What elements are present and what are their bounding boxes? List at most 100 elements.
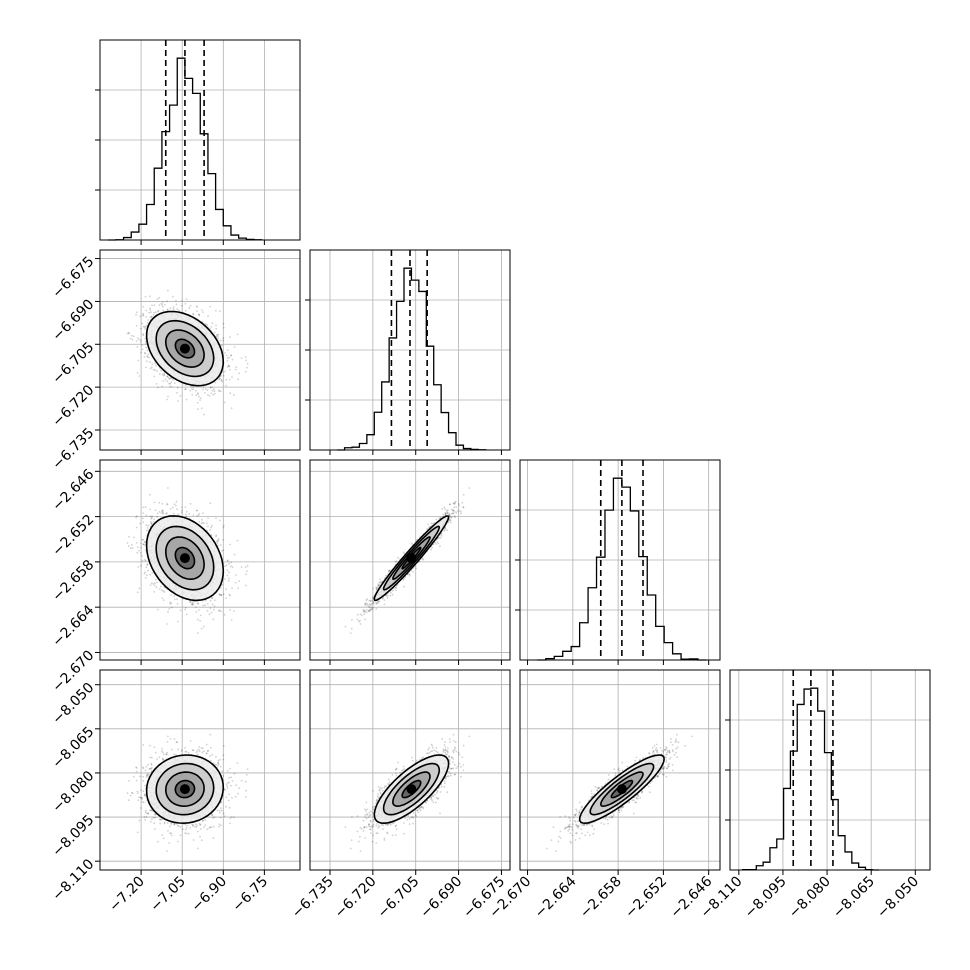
sample-point-2-0-820	[195, 611, 198, 613]
sample-point-2-0-284	[209, 607, 212, 610]
sample-point-2-0-3160	[150, 521, 152, 523]
sample-point-2-0-2242	[165, 512, 168, 514]
sample-point-2-0-2932	[229, 543, 232, 546]
sample-point-1-0-3044	[210, 326, 213, 328]
sample-point-2-1-174	[372, 587, 374, 590]
sample-point-1-0-770	[216, 335, 219, 338]
sample-point-1-0-1706	[138, 375, 141, 377]
sample-point-2-0-1888	[184, 513, 187, 516]
sample-point-2-0-3954	[233, 610, 235, 612]
sample-point-2-0-1432	[213, 599, 216, 602]
sample-point-2-0-3508	[217, 538, 220, 540]
sample-point-2-0-1178	[227, 579, 230, 582]
sample-point-1-0-1916	[143, 326, 146, 329]
sample-point-1-0-906	[163, 374, 166, 376]
sample-point-1-0-2570	[236, 333, 239, 336]
sample-point-1-0-3982	[216, 334, 219, 337]
sample-point-2-0-2000	[149, 584, 152, 586]
sample-point-1-0-3100	[245, 370, 247, 373]
sample-point-2-0-2748	[213, 608, 215, 611]
sample-point-1-0-1566	[201, 309, 203, 311]
sample-point-1-0-1846	[135, 340, 138, 342]
sample-point-1-0-3558	[175, 299, 177, 302]
sample-point-1-0-2278	[176, 392, 178, 394]
sample-point-1-0-1958	[240, 357, 243, 359]
sample-point-2-0-1908	[184, 606, 187, 609]
sample-point-2-0-750	[228, 562, 231, 565]
sample-point-2-0-2624	[221, 550, 224, 552]
sample-point-1-0-3328	[152, 368, 155, 371]
sample-point-1-0-1544	[180, 304, 183, 307]
sample-point-2-0-1104	[202, 604, 205, 607]
sample-point-1-0-1590	[166, 375, 169, 377]
sample-point-1-0-2182	[144, 340, 147, 343]
sample-point-1-0-1778	[160, 369, 162, 372]
sample-point-1-0-3602	[142, 334, 145, 337]
sample-point-2-0-3106	[245, 573, 248, 576]
sample-point-2-0-1566	[201, 518, 203, 521]
sample-point-2-0-3982	[216, 542, 219, 544]
sample-point-1-0-3954	[233, 394, 235, 396]
sample-point-1-0-448	[226, 357, 229, 359]
sample-point-1-0-1040	[150, 366, 153, 369]
sample-point-1-0-1058	[175, 303, 178, 306]
sample-point-1-0-2432	[222, 322, 225, 325]
sample-point-1-0-1178	[227, 364, 230, 367]
sample-point-1-0-230	[176, 308, 179, 311]
sample-point-1-0-336	[146, 349, 149, 352]
sample-point-2-0-3480	[228, 593, 231, 596]
panel-2-0	[126, 487, 249, 634]
sample-point-2-0-2648	[191, 603, 193, 606]
sample-point-1-0-3374	[167, 395, 169, 398]
sample-point-1-0-3478	[138, 338, 141, 341]
sample-point-2-0-3404	[156, 512, 159, 515]
sample-point-2-0-648	[199, 619, 202, 622]
sample-point-1-0-648	[199, 399, 202, 401]
sample-point-1-0-820	[195, 394, 198, 397]
sample-point-1-0-1612	[136, 372, 139, 374]
sample-point-2-1-1014	[395, 560, 398, 562]
sample-point-1-0-3404	[156, 298, 159, 300]
sample-point-1-0-2660	[153, 311, 155, 314]
sample-point-1-0-3900	[226, 360, 229, 362]
sample-point-1-0-1642	[166, 380, 169, 383]
sample-point-2-0-2660	[153, 518, 155, 521]
sample-point-1-0-266	[149, 307, 152, 310]
sample-point-1-0-948	[161, 385, 164, 388]
sample-point-1-0-2324	[153, 304, 156, 307]
sample-point-2-1-894	[460, 510, 462, 513]
sample-point-2-0-1018	[155, 578, 157, 581]
sample-point-2-0-3546	[161, 509, 164, 512]
sample-point-1-0-3516	[161, 301, 164, 304]
sample-point-2-0-1182	[154, 509, 157, 512]
sample-point-1-0-2000	[149, 367, 152, 370]
sample-point-2-0-2756	[203, 625, 205, 628]
sample-point-1-0-3112	[196, 306, 199, 308]
sample-point-2-1-1490	[453, 515, 456, 518]
sample-point-2-0-3616	[160, 512, 163, 514]
sample-point-2-0-1952	[139, 551, 142, 554]
sample-point-2-0-1068	[144, 571, 147, 574]
sample-point-2-0-1896	[161, 589, 163, 592]
sample-point-1-0-590	[172, 306, 175, 308]
sample-point-1-0-1002	[154, 362, 156, 365]
sample-point-1-0-2612	[158, 296, 161, 299]
sample-point-2-0-1422	[219, 519, 221, 522]
sample-point-1-0-3796	[169, 382, 172, 385]
sample-point-2-0-1414	[180, 511, 183, 514]
sample-point-1-0-3506	[166, 398, 168, 401]
sample-point-2-0-3392	[218, 593, 221, 596]
sample-point-1-0-3440	[229, 392, 232, 395]
sample-point-1-0-3538	[140, 327, 142, 330]
sample-point-2-0-1620	[167, 487, 169, 489]
sample-point-2-0-2384	[128, 535, 130, 538]
sample-point-1-0-1540	[135, 311, 138, 314]
sample-point-2-0-3730	[234, 581, 237, 584]
sample-point-2-0-2314	[145, 577, 147, 579]
sample-point-2-0-1680	[177, 620, 179, 623]
sample-point-1-0-1470	[209, 327, 212, 330]
sample-point-1-0-492	[211, 389, 214, 392]
sample-point-2-0-2182	[144, 559, 147, 562]
panel-2-1	[344, 487, 471, 634]
sample-point-1-0-2508	[166, 309, 169, 311]
